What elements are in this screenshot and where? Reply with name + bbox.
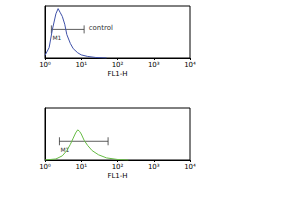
svg-text:control: control bbox=[89, 24, 113, 32]
svg-text:10¹: 10¹ bbox=[75, 61, 87, 69]
svg-text:10⁰: 10⁰ bbox=[39, 163, 51, 171]
svg-text:FL1-H: FL1-H bbox=[107, 172, 127, 180]
svg-text:10¹: 10¹ bbox=[75, 163, 87, 171]
svg-text:10³: 10³ bbox=[148, 61, 160, 69]
svg-text:M1: M1 bbox=[60, 146, 69, 153]
svg-text:10³: 10³ bbox=[148, 163, 160, 171]
svg-text:10²: 10² bbox=[112, 163, 124, 171]
svg-text:10⁰: 10⁰ bbox=[39, 61, 51, 69]
svg-text:10⁴: 10⁴ bbox=[184, 61, 196, 69]
svg-text:10²: 10² bbox=[112, 61, 124, 69]
svg-text:M1: M1 bbox=[52, 34, 61, 41]
svg-text:FL1-H: FL1-H bbox=[107, 70, 127, 78]
svg-text:10⁴: 10⁴ bbox=[184, 163, 196, 171]
